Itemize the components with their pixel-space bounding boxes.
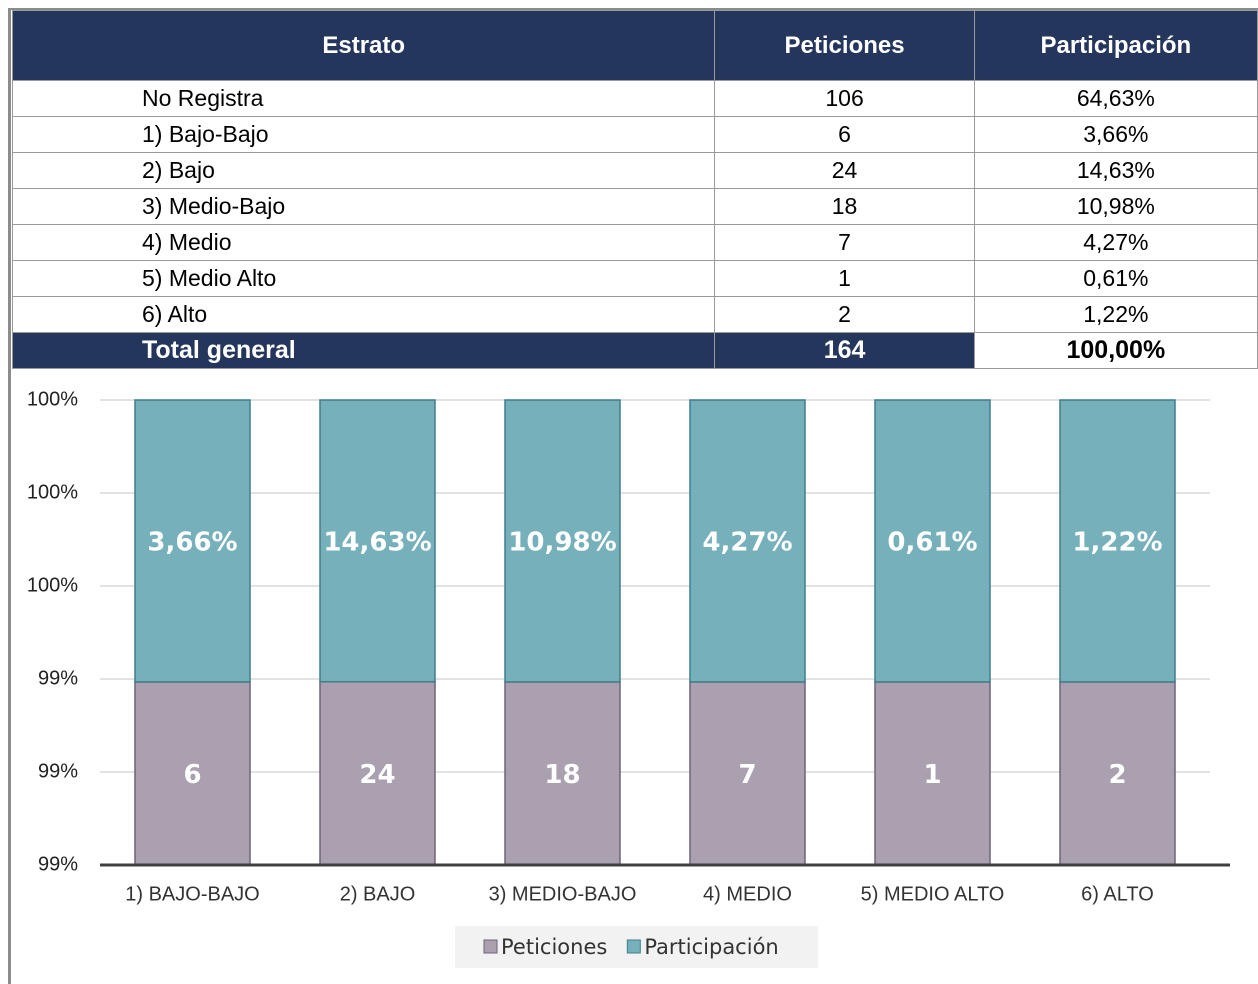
table-cell: 10,98% [973, 188, 1258, 225]
bar-segment [504, 681, 621, 866]
total-cell: 164 [714, 332, 975, 369]
total-cell: 100,00% [973, 332, 1258, 369]
table-row: 1) Bajo-Bajo 6 3,66% [11, 116, 1258, 153]
y-tick-label: 100% [27, 481, 78, 503]
table-cell: 4) Medio [11, 224, 716, 261]
x-tick-label: 1) BAJO-BAJO [125, 883, 259, 905]
table-cell: 14,63% [973, 152, 1258, 189]
frame [8, 8, 1258, 984]
table-cell: 106 [714, 80, 975, 117]
data-table: Estrato Peticiones Participación No Registr… [11, 10, 1258, 369]
table-cell: No Registra [11, 80, 716, 117]
chart: 99% 99% 99% 100% 100% 100% 6 3,66% 1) BAJO-BAJO 2… [27, 388, 1230, 968]
bar-segment [319, 680, 436, 866]
y-tick-label: 99% [38, 667, 78, 689]
total-row: Total general 164 100,00% [11, 332, 1258, 369]
bar-segment [1059, 399, 1176, 683]
table-cell: 4,27% [973, 224, 1258, 261]
data-label: 7 [738, 760, 756, 790]
bar-segment [689, 681, 806, 866]
legend-swatch [626, 939, 641, 954]
bar-segment [689, 399, 806, 683]
table-cell: 1) Bajo-Bajo [11, 116, 716, 153]
y-tick-label: 100% [27, 388, 78, 410]
x-tick-label: 6) ALTO [1081, 883, 1154, 905]
table-row: 5) Medio Alto 1 0,61% [11, 260, 1258, 297]
table-row: 2) Bajo 24 14,63% [11, 152, 1258, 189]
y-tick-label: 99% [38, 760, 78, 782]
table-cell: 3) Medio-Bajo [11, 188, 716, 225]
table-cell: 64,63% [973, 80, 1258, 117]
table-cell: 1 [714, 260, 975, 297]
y-tick-label: 100% [27, 574, 78, 596]
data-label: 1,22% [1072, 527, 1162, 557]
table-cell: 0,61% [973, 260, 1258, 297]
table-cell: 6) Alto [11, 296, 716, 333]
x-tick-label: 5) MEDIO ALTO [861, 883, 1005, 905]
table-cell: 7 [714, 224, 975, 261]
legend-swatch [483, 939, 498, 954]
data-label: 3,66% [147, 527, 237, 557]
y-tick-label: 99% [38, 853, 78, 875]
table-row: 3) Medio-Bajo 18 10,98% [11, 188, 1258, 225]
table-cell: 5) Medio Alto [11, 260, 716, 297]
table-row: No Registra 106 64,63% [11, 80, 1258, 117]
data-label: 18 [544, 760, 580, 790]
table-row: 4) Medio 7 4,27% [11, 224, 1258, 261]
bar-segment [874, 681, 991, 866]
table-cell: 6 [714, 116, 975, 153]
header-cell: Estrato [11, 10, 716, 81]
bar-segment [1059, 681, 1176, 866]
table-cell: 24 [714, 152, 975, 189]
bar-segment [504, 399, 621, 683]
header-cell: Participación [973, 10, 1258, 81]
x-tick-label: 4) MEDIO [703, 883, 792, 905]
x-tick-label: 3) MEDIO-BAJO [489, 883, 637, 905]
legend-label: Peticiones [501, 935, 607, 959]
data-label: 2 [1108, 760, 1126, 790]
header-cell: Peticiones [714, 10, 975, 81]
table-cell: 3,66% [973, 116, 1258, 153]
bar-segment [874, 399, 991, 683]
data-label: 14,63% [323, 527, 431, 557]
table-cell: 18 [714, 188, 975, 225]
data-label: 4,27% [702, 527, 792, 557]
data-label: 0,61% [887, 527, 977, 557]
total-cell: Total general [11, 332, 716, 369]
data-label: 24 [359, 760, 395, 790]
data-label: 10,98% [508, 527, 616, 557]
bar-segment [134, 399, 251, 683]
bar-segment [134, 681, 251, 866]
bar-segment [319, 399, 436, 683]
table-cell: 2) Bajo [11, 152, 716, 189]
x-tick-label: 2) BAJO [340, 883, 416, 905]
header-row: Estrato Peticiones Participación [11, 10, 1258, 81]
data-label: 1 [923, 760, 941, 790]
table-cell: 1,22% [973, 296, 1258, 333]
legend-label: Participación [644, 935, 778, 959]
data-label: 6 [183, 760, 201, 790]
table-row: 6) Alto 2 1,22% [11, 296, 1258, 333]
table-cell: 2 [714, 296, 975, 333]
